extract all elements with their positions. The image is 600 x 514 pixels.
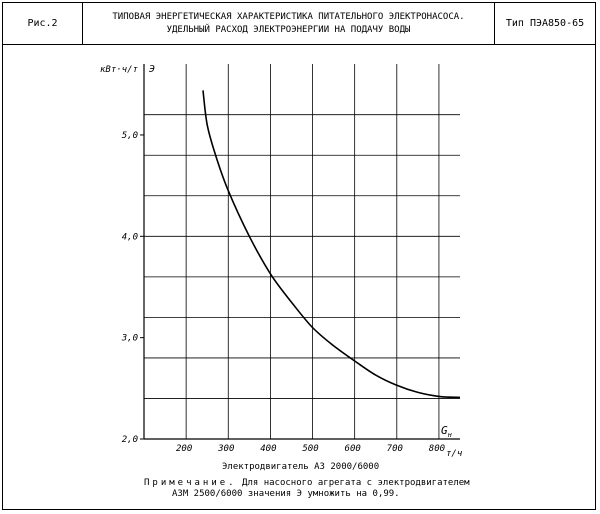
note-line-1: Примечание. Для насосного агрегата с эле… [144,478,470,488]
y-tick-label: 2,0 [122,435,138,445]
note-title: Примечание. [144,478,237,488]
x-tick-label: 400 [260,444,276,454]
figure-label: Рис.2 [3,3,83,45]
chart-series [202,90,461,399]
note-text: Для насосного агрегата с электродвигател… [236,478,470,488]
figure-label-text: Рис.2 [27,18,58,29]
title-line-1: ТИПОВАЯ ЭНЕРГЕТИЧЕСКАЯ ХАРАКТЕРИСТИКА ПИ… [112,11,465,22]
note-line-2: АЗМ 2500/6000 значения Э умножить на 0,9… [172,489,400,499]
drawing-frame: Рис.2 ТИПОВАЯ ЭНЕРГЕТИЧЕСКАЯ ХАРАКТЕРИСТ… [2,2,596,510]
x-tick-label: 800 [429,444,445,454]
title-line-2: УДЕЛЬНЫЙ РАСХОД ЭЛЕКТРОЭНЕРГИИ НА ПОДАЧУ… [166,24,411,35]
x-tick-label: 500 [302,444,318,454]
x-tick-label: 600 [345,444,361,454]
y-tick-label: 3,0 [121,334,138,344]
chart-tick-labels: 200 300 400 500 600 700 800 2,0 3,0 4,0 5,0 [121,131,445,454]
x-axis-symbol-subscript: н [448,431,452,439]
motor-caption: Электродвигатель АЗ 2000/6000 [222,462,380,472]
chart-grid [140,64,460,440]
y-axis-symbol: Э [149,64,155,75]
y-axis-unit: кВт·ч/т [100,65,139,75]
x-tick-label: 200 [176,444,192,454]
pump-type-label: Тип ПЭА850-65 [495,3,595,45]
y-tick-label: 5,0 [122,131,138,141]
x-tick-label: 700 [387,444,403,454]
y-tick-label: 4,0 [122,232,138,242]
x-axis-unit: т/ч [446,449,463,459]
figure-title: ТИПОВАЯ ЭНЕРГЕТИЧЕСКАЯ ХАРАКТЕРИСТИКА ПИ… [83,3,495,45]
x-axis-symbol: Gн [441,424,452,439]
x-tick-label: 300 [217,444,234,454]
pump-type-text: Тип ПЭА850-65 [505,18,585,29]
series-curve [202,90,461,399]
chart-axis-labels: кВт·ч/т Э Gн т/ч [100,64,463,459]
x-axis-symbol-main: G [441,424,448,437]
